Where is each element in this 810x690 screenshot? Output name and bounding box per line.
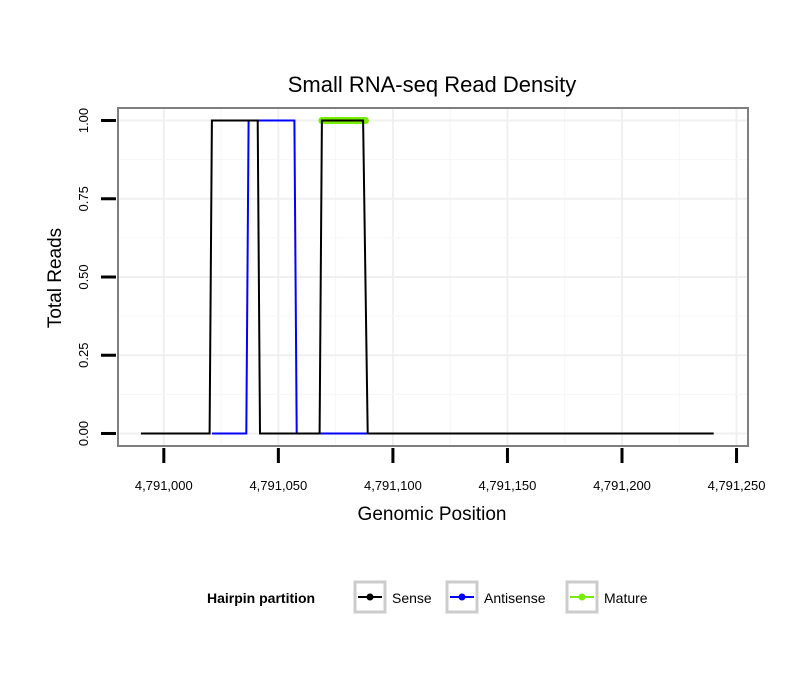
panel-border	[117, 107, 749, 447]
y-tick-label: 0.75	[76, 186, 91, 211]
chart-title: Small RNA-seq Read Density	[288, 72, 577, 97]
legend-label: Antisense	[484, 590, 546, 606]
x-tick-label: 4,791,100	[364, 478, 422, 493]
legend-item-sense: Sense	[353, 580, 432, 614]
x-tick-label: 4,791,250	[708, 478, 766, 493]
legend-key-point	[366, 593, 374, 601]
plot-panel	[117, 107, 749, 447]
y-axis-title: Total Reads	[45, 228, 66, 328]
legend-title: Hairpin partition	[207, 590, 315, 606]
y-tick-label: 0.00	[76, 421, 91, 446]
y-tick-label: 1.00	[76, 108, 91, 133]
legend-key-point	[458, 593, 466, 601]
x-axis: 4,791,000 4,791,050 4,791,100 4,791,150 4,79…	[135, 448, 766, 493]
legend-item-mature: Mature	[565, 580, 648, 614]
legend-label: Sense	[392, 590, 432, 606]
x-tick-label: 4,791,150	[479, 478, 537, 493]
series-line-antisense	[211, 119, 714, 435]
y-tick-label: 0.50	[76, 264, 91, 289]
x-tick-label: 4,791,050	[249, 478, 307, 493]
y-axis: 0.00 0.25 0.50 0.75 1.00	[76, 108, 116, 446]
legend-label: Mature	[604, 590, 648, 606]
x-tick-label: 4,791,000	[135, 478, 193, 493]
y-tick-label: 0.25	[76, 343, 91, 368]
x-axis-title: Genomic Position	[358, 504, 507, 525]
legend-item-antisense: Antisense	[445, 580, 546, 614]
series-line-sense	[140, 119, 714, 435]
series-layer	[140, 117, 714, 435]
x-tick-label: 4,791,200	[593, 478, 651, 493]
legend: Hairpin partition Sense Antisense Mature	[207, 580, 648, 614]
legend-key-point	[578, 593, 586, 601]
